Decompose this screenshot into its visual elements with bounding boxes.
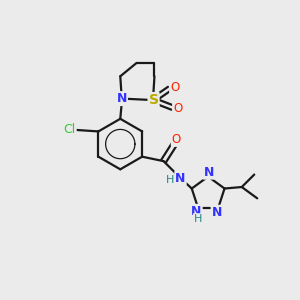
Text: H: H	[166, 175, 175, 185]
Text: N: N	[191, 205, 202, 218]
Text: N: N	[175, 172, 186, 184]
Text: H: H	[194, 214, 202, 224]
Text: N: N	[212, 206, 222, 219]
Text: O: O	[172, 133, 181, 146]
Text: N: N	[203, 166, 214, 178]
Text: O: O	[170, 81, 179, 94]
Text: Cl: Cl	[63, 123, 76, 136]
Text: N: N	[117, 92, 127, 105]
Text: S: S	[148, 93, 159, 107]
Text: O: O	[173, 103, 182, 116]
